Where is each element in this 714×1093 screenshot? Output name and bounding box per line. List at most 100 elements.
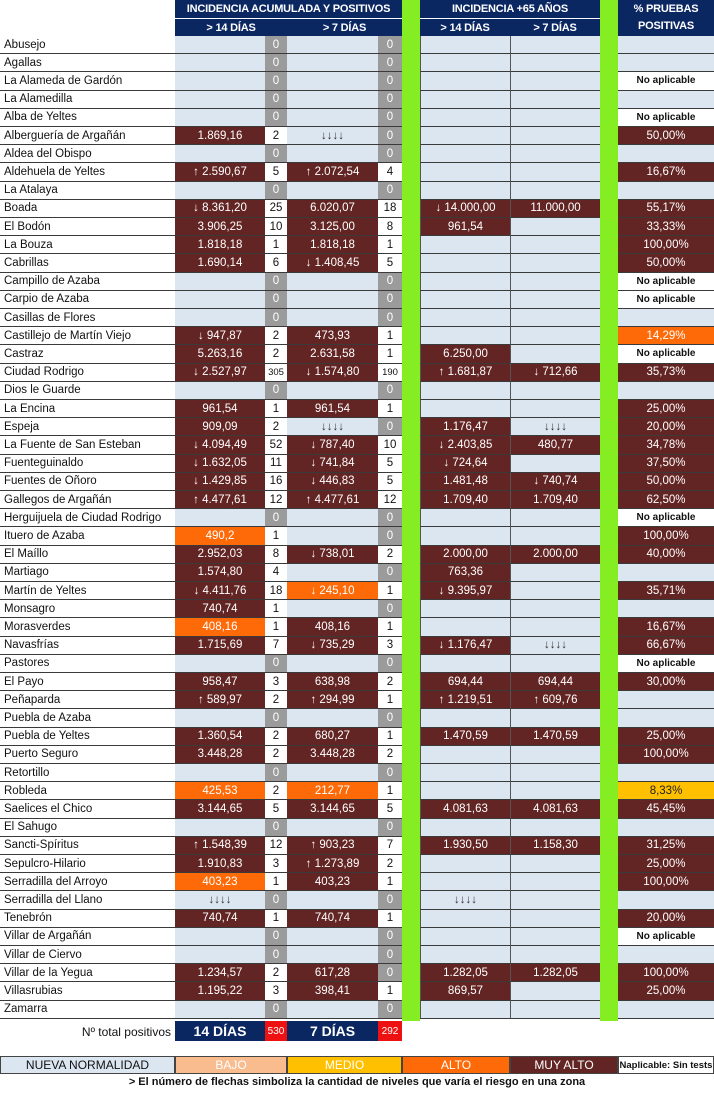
pruebas-positivas-value <box>618 381 714 400</box>
municipality-name: Serradilla del Arroyo <box>0 873 175 892</box>
ia65-14-dias-value: ↓ 9.395,97 <box>420 582 510 601</box>
ia65-7-dias-value <box>510 946 600 965</box>
ia-7-dias-value <box>287 145 378 164</box>
ia-7-dias-value <box>287 181 378 200</box>
table-row: Fuenteguinaldo ↓ 1.632,05 11 ↓ 741,84 5 ↓ 724… <box>0 454 714 473</box>
ia-14-dias-value: 1.690,14 <box>175 254 265 273</box>
positivos-7-dias: 0 <box>378 72 402 91</box>
positivos-14-dias: 2 <box>265 727 287 746</box>
ia-14-dias-value: ↑ 2.590,67 <box>175 163 265 182</box>
ia-7-dias-value: 680,27 <box>287 727 378 746</box>
ia-14-dias-value <box>175 36 265 55</box>
positivos-7-dias: 0 <box>378 381 402 400</box>
table-row: El Maíllo 2.952,03 8 ↓ 738,01 2 2.000,00 2.000… <box>0 545 714 564</box>
ia65-14-dias-value: ↓ 2.403,85 <box>420 436 510 455</box>
positivos-7-dias: 1 <box>378 691 402 710</box>
pruebas-positivas-value: 66,67% <box>618 636 714 655</box>
ia65-7-dias-value <box>510 582 600 601</box>
ia-7-dias-value <box>287 54 378 73</box>
positivos-14-dias: 5 <box>265 800 287 819</box>
pruebas-positivas-value: 50,00% <box>618 472 714 491</box>
municipality-name: El Maíllo <box>0 545 175 564</box>
ia-14-dias-value: ↑ 4.477,61 <box>175 491 265 510</box>
table-row: Serradilla del Llano ↓↓↓↓ 0 0 ↓↓↓↓ <box>0 891 714 910</box>
ia-7-dias-value: ↓ 738,01 <box>287 545 378 564</box>
ia65-7-dias-value <box>510 527 600 546</box>
ia65-7-dias-value: 1.158,30 <box>510 836 600 855</box>
positivos-14-dias: 1 <box>265 400 287 419</box>
positivos-7-dias: 0 <box>378 600 402 619</box>
ia-14-dias-value <box>175 509 265 528</box>
positivos-7-dias: 0 <box>378 272 402 291</box>
positivos-7-dias: 0 <box>378 818 402 837</box>
ia65-7-dias-value <box>510 327 600 346</box>
positivos-7-dias: 1 <box>378 727 402 746</box>
positivos-14-dias: 0 <box>265 654 287 673</box>
ia65-14-dias-value: 694,44 <box>420 673 510 692</box>
positivos-14-dias: 7 <box>265 636 287 655</box>
municipality-name: Puebla de Yeltes <box>0 727 175 746</box>
positivos-7-dias: 0 <box>378 309 402 328</box>
municipality-name: Saelices el Chico <box>0 800 175 819</box>
table-row: Martín de Yeltes ↓ 4.411,76 18 ↓ 245,10 1 ↓ 9… <box>0 582 714 601</box>
pruebas-positivas-value <box>618 90 714 109</box>
ia65-7-dias-value <box>510 927 600 946</box>
ia-7-dias-value <box>287 272 378 291</box>
positivos-14-dias: 3 <box>265 982 287 1001</box>
ia65-7-dias-value <box>510 454 600 473</box>
positivos-7-dias: 5 <box>378 472 402 491</box>
positivos-14-dias: 1 <box>265 527 287 546</box>
ia-7-dias-value: ↓ 245,10 <box>287 582 378 601</box>
pruebas-positivas-value <box>618 891 714 910</box>
municipality-name: La Alamedilla <box>0 90 175 109</box>
ia65-7-dias-value <box>510 618 600 637</box>
ia-14-dias-value <box>175 290 265 309</box>
table-row: Puebla de Yeltes 1.360,54 2 680,27 1 1.470,59… <box>0 727 714 746</box>
separator-green-1 <box>402 0 420 1021</box>
ia65-14-dias-value <box>420 127 510 146</box>
table-row: Villar de Argañán 0 0 No aplicable <box>0 927 714 946</box>
positivos-14-dias: 2 <box>265 345 287 364</box>
municipality-name: La Alameda de Gardón <box>0 72 175 91</box>
ia-14-dias-value: 5.263,16 <box>175 345 265 364</box>
ia-7-dias-value: ↓ 735,29 <box>287 636 378 655</box>
table-row: Serradilla del Arroyo 403,23 1 403,23 1 100,0… <box>0 873 714 892</box>
municipality-name: Alberguería de Argañán <box>0 127 175 146</box>
municipality-name: Peñaparda <box>0 691 175 710</box>
positivos-14-dias: 25 <box>265 199 287 218</box>
ia-14-dias-value: 740,74 <box>175 600 265 619</box>
municipality-name: Alba de Yeltes <box>0 108 175 127</box>
ia65-14-dias-value <box>420 54 510 73</box>
ia65-14-dias-value: ↑ 1.681,87 <box>420 363 510 382</box>
positivos-7-dias: 18 <box>378 199 402 218</box>
ia65-7-dias-value <box>510 818 600 837</box>
municipality-name: Serradilla del Llano <box>0 891 175 910</box>
ia65-7-dias-value <box>510 563 600 582</box>
positivos-14-dias: 6 <box>265 254 287 273</box>
municipality-name: Martiago <box>0 563 175 582</box>
ia65-7-dias-value <box>510 855 600 874</box>
ia65-7-dias-value <box>510 345 600 364</box>
ia-14-dias-value: 3.448,28 <box>175 745 265 764</box>
header-incidencia-65: INCIDENCIA +65 AÑOS <box>420 0 600 18</box>
ia65-7-dias-value <box>510 709 600 728</box>
ia-7-dias-value <box>287 290 378 309</box>
positivos-7-dias: 0 <box>378 563 402 582</box>
positivos-14-dias: 2 <box>265 418 287 437</box>
ia-14-dias-value <box>175 72 265 91</box>
table-row: Monsagro 740,74 1 0 <box>0 600 714 619</box>
table-row: La Bouza 1.818,18 1 1.818,18 1 100,00% <box>0 236 714 255</box>
ia65-14-dias-value: 1.709,40 <box>420 491 510 510</box>
total-positivos-label: Nº total positivos <box>81 1025 171 1039</box>
positivos-14-dias: 1 <box>265 236 287 255</box>
ia65-7-dias-value: 4.081,63 <box>510 800 600 819</box>
positivos-14-dias: 0 <box>265 72 287 91</box>
ia-14-dias-value <box>175 709 265 728</box>
ia65-7-dias-value: 11.000,00 <box>510 199 600 218</box>
municipality-name: El Bodón <box>0 218 175 237</box>
pruebas-positivas-value: No aplicable <box>618 927 714 946</box>
ia-7-dias-value: 212,77 <box>287 782 378 801</box>
legend-nueva-normalidad: NUEVA NORMALIDAD <box>0 1056 175 1074</box>
table-row: Robleda 425,53 2 212,77 1 8,33% <box>0 782 714 801</box>
municipality-name: Ituero de Azaba <box>0 527 175 546</box>
